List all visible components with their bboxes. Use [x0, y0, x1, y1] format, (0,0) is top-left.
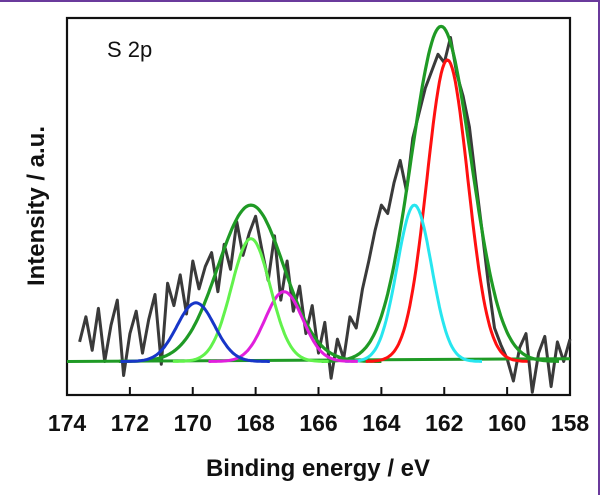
- component-peak-line: [345, 203, 482, 363]
- component-peak-line: [365, 58, 528, 363]
- chart-series: [66, 24, 572, 394]
- component-peak-line: [172, 237, 329, 363]
- x-tick-label: 166: [299, 410, 337, 436]
- x-tick-label: 170: [174, 410, 212, 436]
- envelope-fit-line: [321, 24, 560, 363]
- top-border: [0, 0, 600, 2]
- component-peak-line: [120, 301, 270, 363]
- x-tick-labels: 174 172 170 168 166 164 162 160 158: [48, 410, 590, 436]
- x-ticks: [66, 387, 571, 395]
- x-tick-label: 172: [111, 410, 149, 436]
- x-tick-label: 158: [551, 410, 590, 436]
- component-peak-line: [208, 290, 358, 363]
- x-tick-label: 162: [425, 410, 463, 436]
- x-tick-label: 160: [488, 410, 526, 436]
- x-tick-label: 168: [236, 410, 275, 436]
- panel-label: S 2p: [107, 37, 152, 62]
- right-border: [598, 0, 600, 495]
- x-axis-title: Binding energy / eV: [206, 455, 430, 482]
- x-tick-label: 174: [48, 410, 87, 436]
- envelope-fit-line: [118, 203, 382, 363]
- raw-data-line: [78, 36, 572, 394]
- x-tick-label: 164: [362, 410, 401, 436]
- y-axis-title: Intensity / a.u.: [23, 126, 50, 286]
